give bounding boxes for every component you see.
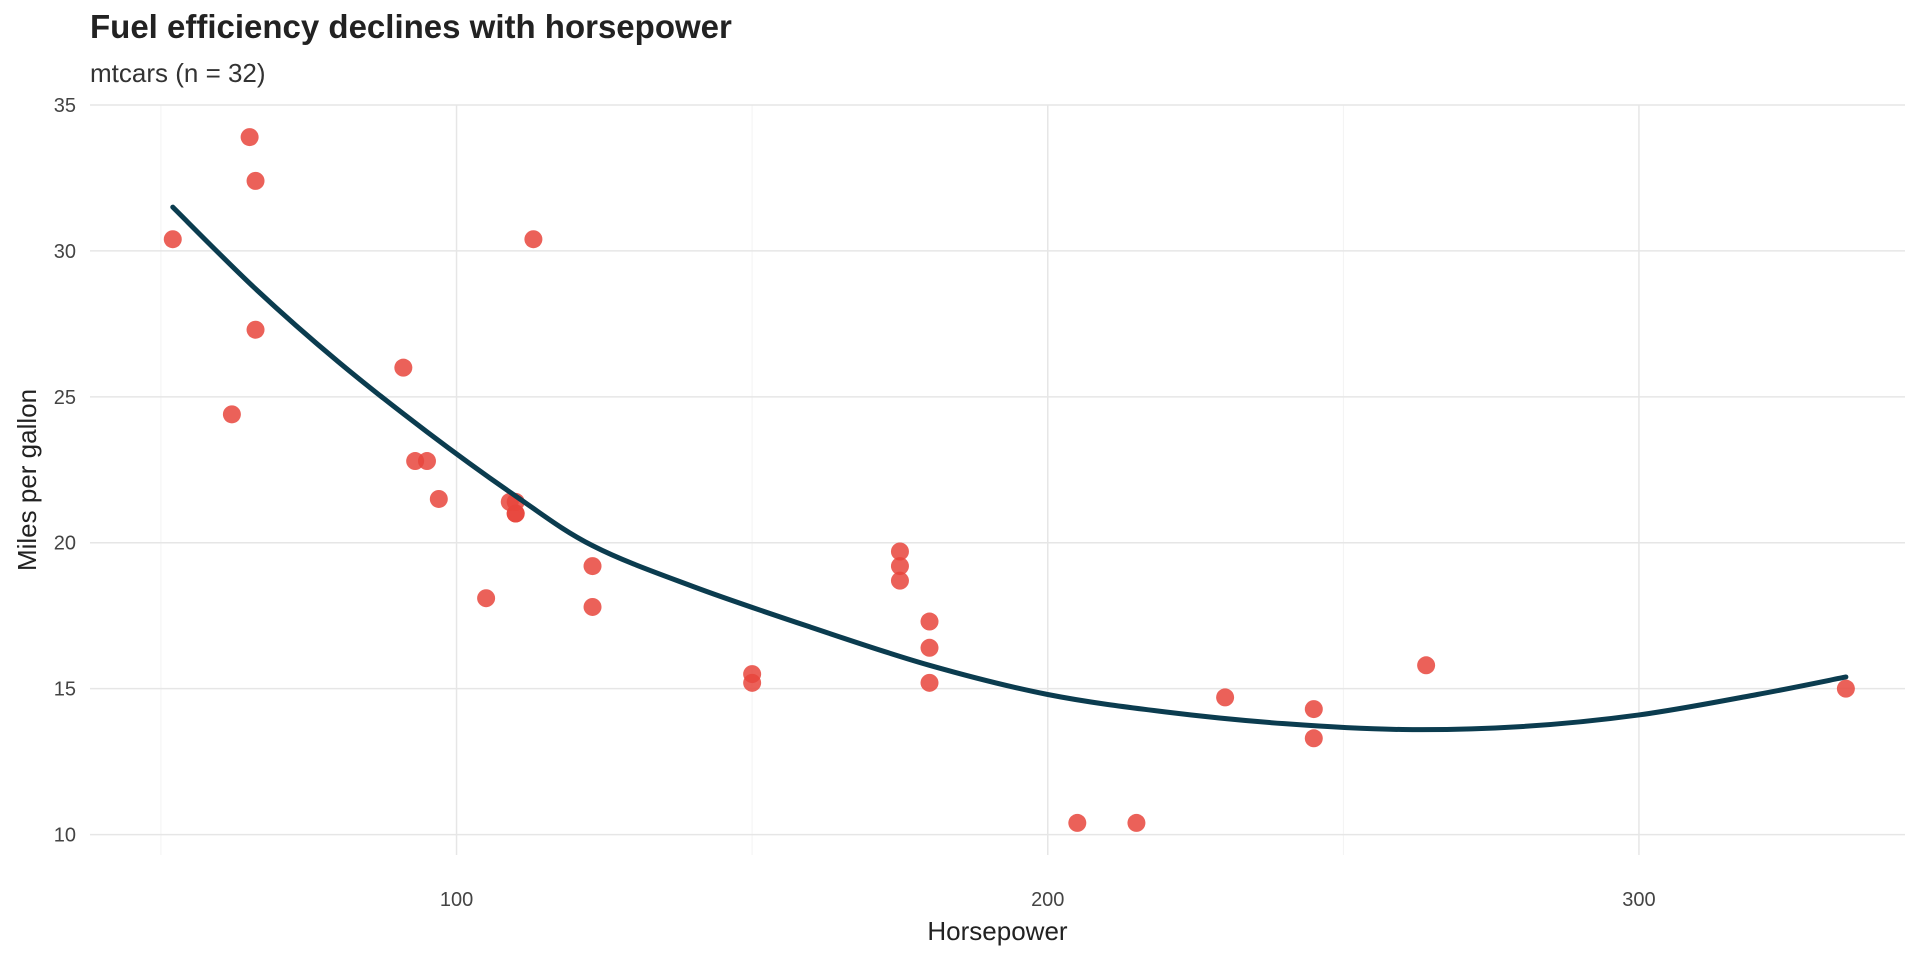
data-point bbox=[429, 489, 448, 508]
data-point bbox=[890, 571, 909, 590]
data-point bbox=[246, 171, 265, 190]
data-points bbox=[163, 128, 1855, 832]
data-point bbox=[240, 128, 259, 147]
data-point bbox=[1304, 729, 1323, 748]
data-point bbox=[246, 320, 265, 339]
y-tick-label: 25 bbox=[54, 387, 76, 409]
x-tick-label: 200 bbox=[1031, 889, 1064, 911]
data-point bbox=[920, 638, 939, 657]
data-point bbox=[477, 589, 496, 608]
chart-title: Fuel efficiency declines with horsepower bbox=[90, 8, 732, 45]
chart-subtitle: mtcars (n = 32) bbox=[90, 58, 266, 88]
y-tick-label: 10 bbox=[54, 825, 76, 847]
y-axis-title: Miles per gallon bbox=[12, 389, 42, 571]
data-point bbox=[1836, 679, 1855, 698]
data-point bbox=[1417, 656, 1436, 675]
y-axis-ticks: 10 15 20 25 30 35 bbox=[54, 95, 76, 847]
x-tick-label: 300 bbox=[1622, 889, 1655, 911]
data-point bbox=[1127, 813, 1146, 832]
data-point bbox=[920, 673, 939, 692]
data-point bbox=[163, 230, 182, 249]
data-point bbox=[890, 557, 909, 576]
x-axis-title: Horsepower bbox=[927, 916, 1068, 946]
grid-lines bbox=[90, 104, 1905, 855]
data-point bbox=[1304, 700, 1323, 719]
y-tick-label: 30 bbox=[54, 241, 76, 263]
data-point bbox=[583, 597, 602, 616]
data-point bbox=[743, 673, 762, 692]
y-tick-label: 35 bbox=[54, 95, 76, 117]
y-tick-label: 20 bbox=[54, 533, 76, 555]
data-point bbox=[920, 612, 939, 631]
x-tick-label: 100 bbox=[440, 889, 473, 911]
data-point bbox=[417, 452, 436, 471]
data-point bbox=[583, 557, 602, 576]
x-axis-ticks: 100 200 300 bbox=[440, 889, 1656, 911]
data-point bbox=[1216, 688, 1235, 707]
data-point bbox=[222, 405, 241, 424]
data-point bbox=[394, 358, 413, 377]
smooth-trend-line bbox=[170, 204, 1849, 733]
data-point bbox=[524, 230, 543, 249]
data-point bbox=[890, 542, 909, 561]
data-point bbox=[1068, 813, 1087, 832]
y-tick-label: 15 bbox=[54, 679, 76, 701]
